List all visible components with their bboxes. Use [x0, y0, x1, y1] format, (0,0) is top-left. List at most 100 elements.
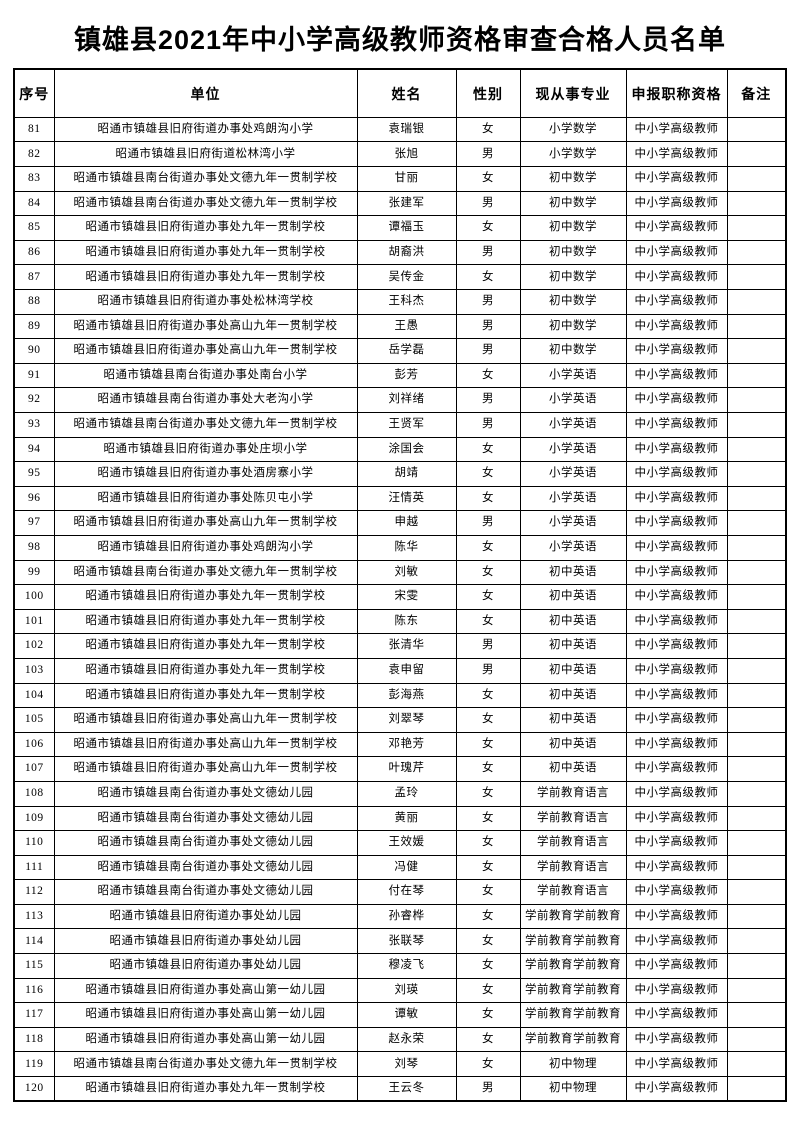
cell-seq: 118 [13, 1026, 55, 1053]
cell-seq: 108 [13, 780, 55, 807]
cell-remark [726, 830, 787, 856]
table-row: 93 昭通市镇雄县南台街道办事处文德九年一贯制学校 王贤军男小学英语 中小学高级教师 [13, 412, 787, 438]
cell-remark [726, 608, 787, 635]
cell-unit: 昭通市镇雄县旧府街道办事处松林湾学校 [53, 289, 358, 315]
cell-name: 陈东 [356, 608, 457, 635]
cell-name: 黄丽 [356, 805, 457, 832]
table-row: 120 昭通市镇雄县旧府街道办事处九年一贯制学校 王云冬男初中物理 中小学高级教师 [13, 1076, 787, 1102]
table-row: 92 昭通市镇雄县南台街道办事处大老沟小学 刘祥绪男小学英语 中小学高级教师 [13, 387, 787, 414]
cell-remark [726, 559, 787, 586]
table-row: 117 昭通市镇雄县旧府街道办事处高山第一幼儿园 谭敏女学前教育学前教育 中小学高级教… [13, 1002, 787, 1028]
cell-gender: 女 [455, 485, 521, 512]
cell-major: 学前教育语言 [519, 879, 627, 905]
cell-unit: 昭通市镇雄县南台街道办事处文德九年一贯制学校 [53, 559, 358, 586]
column-header: 现从事专业 [519, 68, 627, 118]
cell-seq: 81 [13, 116, 55, 143]
cell-gender: 女 [455, 559, 521, 586]
cell-remark [726, 854, 787, 881]
cell-title: 中小学高级教师 [625, 116, 728, 143]
table-row: 95 昭通市镇雄县旧府街道办事处酒房寨小学 胡靖女小学英语 中小学高级教师 [13, 461, 787, 487]
header-row: 序号 单位 姓名 性别 现从事专业 申报职称资格 备注 [13, 68, 787, 118]
cell-major: 小学英语 [519, 362, 627, 389]
cell-major: 学前教育学前教育 [519, 977, 627, 1004]
cell-major: 初中英语 [519, 608, 627, 635]
table-row: 112 昭通市镇雄县南台街道办事处文德幼儿园 付在琴女学前教育语言 中小学高级教师 [13, 879, 787, 905]
cell-unit: 昭通市镇雄县旧府街道办事处高山九年一贯制学校 [53, 756, 358, 782]
cell-major: 小学英语 [519, 436, 627, 463]
cell-major: 初中数学 [519, 289, 627, 315]
table-row: 116 昭通市镇雄县旧府街道办事处高山第一幼儿园 刘瑛女学前教育学前教育 中小学高级教… [13, 977, 787, 1004]
cell-unit: 昭通市镇雄县旧府街道办事处庄坝小学 [53, 436, 358, 463]
cell-major: 小学英语 [519, 412, 627, 438]
cell-remark [726, 805, 787, 832]
cell-major: 小学数学 [519, 141, 627, 168]
cell-title: 中小学高级教师 [625, 707, 728, 733]
table-body: 81 昭通市镇雄县旧府街道办事处鸡朗沟小学 袁瑞银女小学数学 中小学高级教师 82 昭通市… [13, 116, 787, 1102]
cell-title: 中小学高级教师 [625, 780, 728, 807]
cell-title: 中小学高级教师 [625, 239, 728, 266]
cell-seq: 93 [13, 412, 55, 438]
table-row: 108 昭通市镇雄县南台街道办事处文德幼儿园 孟玲女学前教育语言 中小学高级教师 [13, 780, 787, 807]
cell-name: 吴传金 [356, 264, 457, 291]
table-row: 82 昭通市镇雄县旧府街道松林湾小学 张旭男小学数学 中小学高级教师 [13, 141, 787, 168]
cell-title: 中小学高级教师 [625, 928, 728, 955]
cell-unit: 昭通市镇雄县旧府街道办事处高山第一幼儿园 [53, 1002, 358, 1028]
cell-unit: 昭通市镇雄县旧府街道办事处陈贝屯小学 [53, 485, 358, 512]
cell-seq: 95 [13, 461, 55, 487]
cell-seq: 89 [13, 313, 55, 340]
cell-remark [726, 289, 787, 315]
table-row: 84 昭通市镇雄县南台街道办事处文德九年一贯制学校 张建军男初中数学 中小学高级教师 [13, 190, 787, 217]
cell-title: 中小学高级教师 [625, 977, 728, 1004]
cell-name: 谭福玉 [356, 215, 457, 241]
cell-unit: 昭通市镇雄县旧府街道办事处幼儿园 [53, 953, 358, 979]
cell-title: 中小学高级教师 [625, 608, 728, 635]
column-header: 性别 [455, 68, 521, 118]
cell-name: 张联琴 [356, 928, 457, 955]
cell-remark [726, 977, 787, 1004]
cell-major: 初中英语 [519, 633, 627, 659]
cell-unit: 昭通市镇雄县南台街道办事处文德九年一贯制学校 [53, 190, 358, 217]
cell-unit: 昭通市镇雄县旧府街道办事处高山九年一贯制学校 [53, 338, 358, 364]
table-row: 100 昭通市镇雄县旧府街道办事处九年一贯制学校 宋雯女初中英语 中小学高级教师 [13, 584, 787, 610]
table-row: 86 昭通市镇雄县旧府街道办事处九年一贯制学校 胡裔洪男初中数学 中小学高级教师 [13, 239, 787, 266]
table-row: 103 昭通市镇雄县旧府街道办事处九年一贯制学校 袁申留男初中英语 中小学高级教师 [13, 657, 787, 684]
cell-seq: 113 [13, 903, 55, 930]
cell-seq: 88 [13, 289, 55, 315]
cell-remark [726, 731, 787, 758]
cell-remark [726, 1076, 787, 1102]
cell-name: 彭海燕 [356, 682, 457, 709]
table-row: 107 昭通市镇雄县旧府街道办事处高山九年一贯制学校 叶瑰芹女初中英语 中小学高级教师 [13, 756, 787, 782]
cell-name: 赵永荣 [356, 1026, 457, 1053]
cell-seq: 115 [13, 953, 55, 979]
cell-name: 胡靖 [356, 461, 457, 487]
cell-seq: 117 [13, 1002, 55, 1028]
cell-remark [726, 657, 787, 684]
cell-seq: 104 [13, 682, 55, 709]
table-row: 91 昭通市镇雄县南台街道办事处南台小学 彭芳女小学英语 中小学高级教师 [13, 362, 787, 389]
cell-unit: 昭通市镇雄县旧府街道办事处鸡朗沟小学 [53, 534, 358, 561]
cell-name: 穆凌飞 [356, 953, 457, 979]
column-header: 备注 [726, 68, 787, 118]
cell-seq: 98 [13, 534, 55, 561]
cell-title: 中小学高级教师 [625, 1076, 728, 1102]
table-row: 110 昭通市镇雄县南台街道办事处文德幼儿园 王效媛女学前教育语言 中小学高级教师 [13, 830, 787, 856]
cell-major: 初中数学 [519, 264, 627, 291]
cell-major: 学前教育语言 [519, 854, 627, 881]
cell-gender: 女 [455, 903, 521, 930]
cell-major: 初中数学 [519, 239, 627, 266]
table-row: 105 昭通市镇雄县旧府街道办事处高山九年一贯制学校 刘翠琴女初中英语 中小学高级教师 [13, 707, 787, 733]
cell-title: 中小学高级教师 [625, 412, 728, 438]
cell-name: 付在琴 [356, 879, 457, 905]
cell-remark [726, 510, 787, 536]
cell-seq: 90 [13, 338, 55, 364]
cell-seq: 99 [13, 559, 55, 586]
cell-gender: 女 [455, 584, 521, 610]
table-row: 90 昭通市镇雄县旧府街道办事处高山九年一贯制学校 岳学磊男初中数学 中小学高级教师 [13, 338, 787, 364]
cell-seq: 105 [13, 707, 55, 733]
cell-gender: 男 [455, 313, 521, 340]
cell-major: 初中英语 [519, 731, 627, 758]
cell-unit: 昭通市镇雄县旧府街道办事处九年一贯制学校 [53, 584, 358, 610]
table-row: 83 昭通市镇雄县南台街道办事处文德九年一贯制学校 甘丽女初中数学 中小学高级教师 [13, 166, 787, 192]
cell-title: 中小学高级教师 [625, 362, 728, 389]
cell-gender: 男 [455, 510, 521, 536]
